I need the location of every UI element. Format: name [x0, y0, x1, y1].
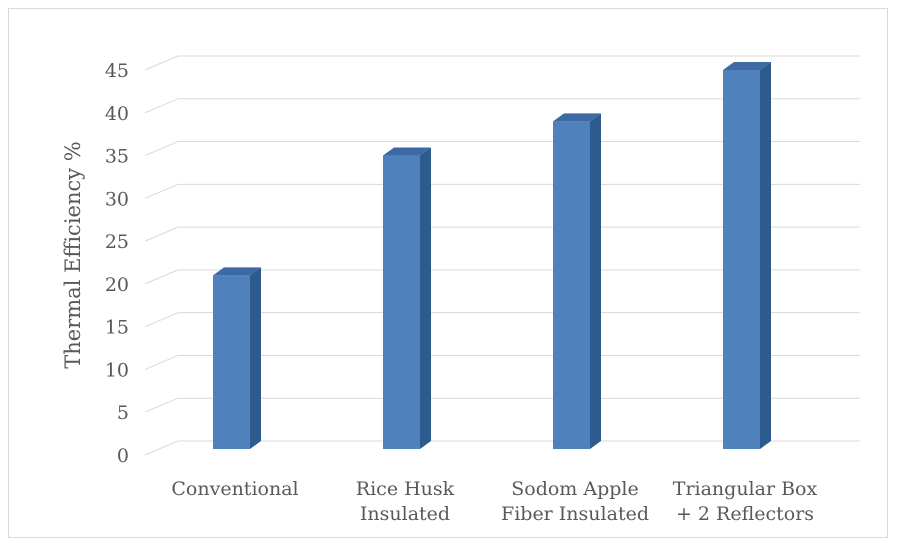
- bar: [383, 147, 431, 450]
- bar-front: [213, 275, 250, 449]
- x-tick-label-line: Sodom Apple: [511, 478, 638, 500]
- y-tick-label: 30: [105, 188, 129, 210]
- x-tick-label-line: Rice Husk: [356, 478, 455, 500]
- bar-front: [383, 155, 420, 450]
- bar-side: [590, 113, 601, 449]
- x-tick-label-line: + 2 Reflectors: [676, 503, 814, 525]
- y-tick-label: 15: [105, 317, 129, 339]
- x-tick-label-line: Triangular Box: [673, 478, 818, 500]
- y-tick-label: 25: [105, 231, 129, 253]
- gridline-diagonal: [144, 397, 179, 413]
- gridline-diagonal: [144, 55, 179, 71]
- bar-top: [213, 267, 261, 276]
- gridline-diagonal: [144, 98, 179, 114]
- x-tick-label: Triangular Box + 2 Reflectors: [673, 478, 818, 525]
- gridline-diagonal: [144, 269, 179, 285]
- bar: [553, 113, 601, 449]
- y-tick-label: 20: [105, 274, 129, 296]
- x-tick-label: Conventional: [171, 478, 298, 500]
- bar: [213, 267, 261, 449]
- x-tick-label-line: Insulated: [360, 503, 450, 525]
- bar-front: [553, 121, 590, 449]
- bar: [723, 62, 771, 449]
- x-tick-label-line: Fiber Insulated: [501, 503, 649, 525]
- bar-top: [553, 113, 601, 122]
- gridline-diagonal: [144, 226, 179, 242]
- gridline-diagonal: [144, 440, 179, 456]
- bar-top: [383, 147, 431, 156]
- bar-side: [420, 147, 431, 450]
- y-tick-label: 35: [105, 146, 129, 168]
- bar-side: [760, 62, 771, 449]
- gridline-diagonal: [144, 141, 179, 157]
- bar-side: [250, 267, 261, 449]
- x-tick-label-line: Conventional: [171, 478, 298, 500]
- labels: 0 5 10 15 20 25 30 35 40 45 Conventional Rice Husk I…: [105, 60, 818, 525]
- y-tick-label: 45: [105, 60, 129, 82]
- gridline-diagonal: [144, 354, 179, 370]
- bar-front: [723, 70, 760, 449]
- x-tick-label: Sodom Apple Fiber Insulated: [501, 478, 649, 525]
- y-tick-label: 40: [105, 103, 129, 125]
- y-tick-label: 0: [117, 445, 129, 467]
- bar-top: [723, 62, 771, 70]
- x-tick-label: Rice Husk Insulated: [356, 478, 455, 525]
- y-tick-label: 5: [117, 402, 129, 424]
- gridline-diagonal: [144, 312, 179, 328]
- y-axis-title: Thermal Efficiency %: [61, 141, 85, 368]
- gridline-diagonal: [144, 183, 179, 199]
- y-tick-label: 10: [105, 359, 129, 381]
- bars: [213, 62, 771, 450]
